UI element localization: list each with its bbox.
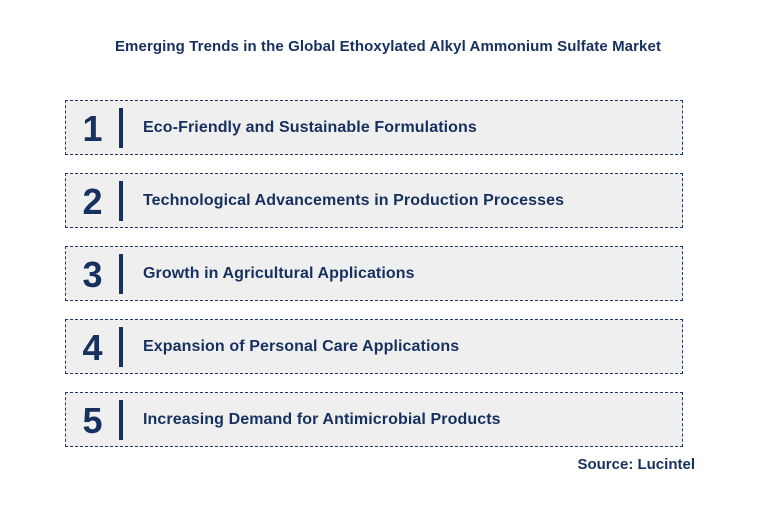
trend-label: Increasing Demand for Antimicrobial Prod… [143, 410, 501, 428]
trend-number: 1 [82, 107, 103, 149]
vertical-divider [119, 253, 123, 294]
trend-label: Eco-Friendly and Sustainable Formulation… [143, 118, 477, 136]
page-title: Emerging Trends in the Global Ethoxylate… [114, 38, 662, 55]
trend-label: Technological Advancements in Production… [143, 191, 565, 209]
source-credit: Source: Lucintel [577, 456, 695, 473]
trend-item: 5 Increasing Demand for Antimicrobial Pr… [65, 392, 683, 447]
trend-item: 3 Growth in Agricultural Applications [65, 246, 683, 301]
vertical-divider [119, 326, 123, 367]
trend-number: 3 [82, 253, 103, 295]
trend-number: 4 [82, 326, 103, 368]
trend-item: 2 Technological Advancements in Producti… [65, 173, 683, 228]
trend-number: 2 [82, 180, 103, 222]
trend-item: 4 Expansion of Personal Care Application… [65, 319, 683, 374]
trend-label: Expansion of Personal Care Applications [143, 337, 460, 355]
trend-list: 1 Eco-Friendly and Sustainable Formulati… [65, 100, 683, 447]
vertical-divider [119, 107, 123, 148]
vertical-divider [119, 180, 123, 221]
trend-number: 5 [82, 399, 103, 441]
trend-label: Growth in Agricultural Applications [143, 264, 415, 282]
vertical-divider [119, 399, 123, 440]
trend-item: 1 Eco-Friendly and Sustainable Formulati… [65, 100, 683, 155]
